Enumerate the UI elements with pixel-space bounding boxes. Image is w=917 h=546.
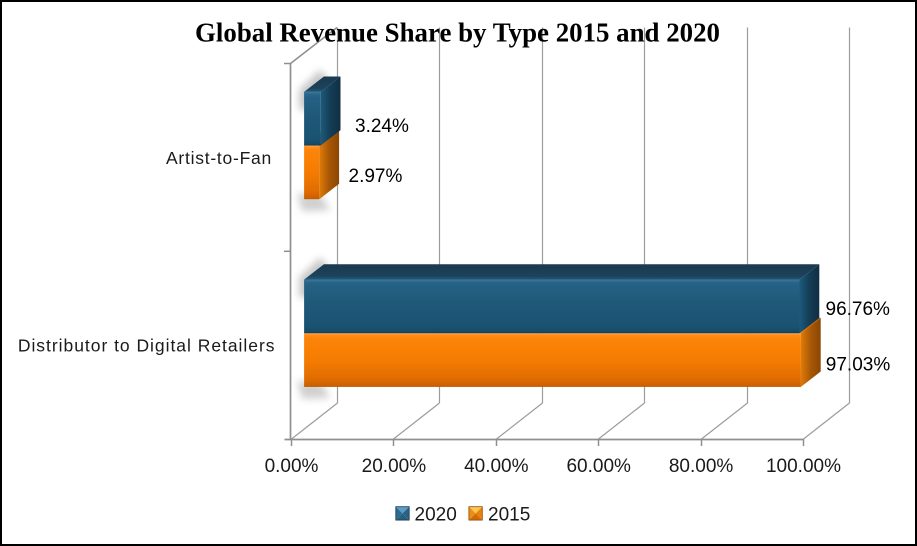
svg-text:80.00%: 80.00% — [669, 456, 734, 477]
svg-text:0.00%: 0.00% — [265, 456, 319, 477]
svg-text:3.24%: 3.24% — [355, 116, 409, 137]
svg-text:100.00%: 100.00% — [766, 456, 841, 477]
svg-text:Artist-to-Fan: Artist-to-Fan — [166, 148, 272, 168]
svg-text:60.00%: 60.00% — [566, 456, 631, 477]
svg-text:40.00%: 40.00% — [464, 456, 529, 477]
svg-text:2015: 2015 — [488, 505, 530, 526]
svg-text:20.00%: 20.00% — [362, 456, 427, 477]
svg-text:Distributor to Digital Retaile: Distributor to Digital Retailers — [18, 336, 276, 356]
svg-text:Global Revenue Share by Type 2: Global Revenue Share by Type 2015 and 20… — [195, 17, 720, 48]
svg-text:2020: 2020 — [415, 505, 457, 526]
svg-text:96.76%: 96.76% — [826, 299, 891, 320]
svg-text:97.03%: 97.03% — [826, 355, 891, 376]
svg-text:2.97%: 2.97% — [349, 166, 403, 187]
